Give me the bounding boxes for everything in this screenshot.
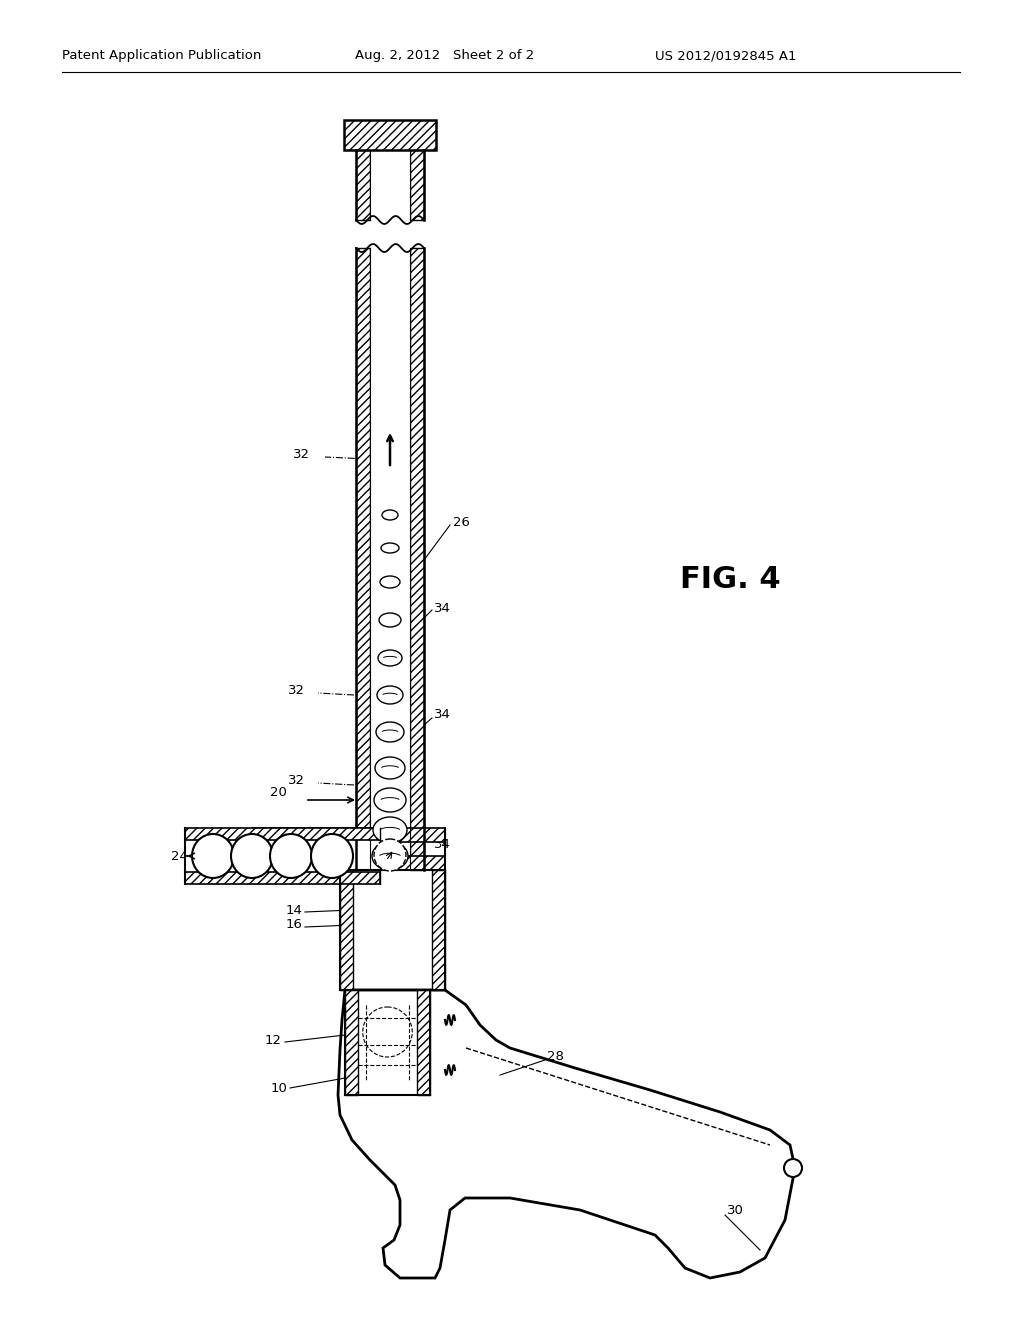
- Ellipse shape: [380, 576, 400, 587]
- Ellipse shape: [375, 756, 406, 779]
- Bar: [185, 840, 380, 873]
- Text: 24: 24: [171, 850, 188, 862]
- Text: FIG. 4: FIG. 4: [680, 565, 780, 594]
- Ellipse shape: [376, 722, 404, 742]
- Ellipse shape: [381, 543, 399, 553]
- Text: 16: 16: [285, 919, 302, 932]
- Text: Aug. 2, 2012   Sheet 2 of 2: Aug. 2, 2012 Sheet 2 of 2: [355, 49, 535, 62]
- Bar: [345, 990, 358, 1096]
- Bar: [417, 990, 430, 1096]
- Text: 12: 12: [265, 1034, 282, 1047]
- Ellipse shape: [374, 788, 406, 812]
- Text: 30: 30: [727, 1204, 743, 1217]
- Text: 34: 34: [434, 602, 451, 615]
- Circle shape: [374, 840, 406, 871]
- Text: 10: 10: [270, 1081, 287, 1094]
- Bar: [253, 842, 445, 855]
- Bar: [185, 828, 380, 840]
- Ellipse shape: [373, 817, 407, 843]
- Text: 32: 32: [293, 449, 310, 462]
- Bar: [356, 150, 370, 220]
- Text: 34: 34: [434, 838, 451, 851]
- Text: 28: 28: [547, 1051, 564, 1064]
- Bar: [432, 870, 445, 990]
- Bar: [356, 248, 370, 870]
- Bar: [340, 870, 353, 990]
- Ellipse shape: [311, 834, 353, 878]
- Text: 26: 26: [453, 516, 470, 529]
- Ellipse shape: [382, 510, 398, 520]
- Ellipse shape: [231, 834, 273, 878]
- Bar: [370, 248, 410, 870]
- Bar: [410, 150, 424, 220]
- Bar: [253, 855, 445, 870]
- Circle shape: [784, 1159, 802, 1177]
- Bar: [410, 248, 424, 870]
- Ellipse shape: [193, 834, 234, 878]
- Ellipse shape: [379, 612, 401, 627]
- Text: 22: 22: [208, 851, 225, 865]
- Bar: [185, 873, 380, 884]
- Ellipse shape: [270, 834, 312, 878]
- Text: 32: 32: [288, 685, 305, 697]
- Ellipse shape: [377, 686, 403, 704]
- Polygon shape: [338, 990, 795, 1278]
- Bar: [344, 120, 436, 150]
- Text: 32: 32: [288, 775, 305, 788]
- Ellipse shape: [378, 649, 402, 667]
- Text: 20: 20: [270, 785, 287, 799]
- Text: US 2012/0192845 A1: US 2012/0192845 A1: [655, 49, 797, 62]
- Text: 34: 34: [434, 709, 451, 722]
- Text: Patent Application Publication: Patent Application Publication: [62, 49, 261, 62]
- Bar: [253, 828, 445, 842]
- Text: 14: 14: [285, 903, 302, 916]
- Bar: [370, 150, 410, 220]
- Ellipse shape: [372, 842, 408, 870]
